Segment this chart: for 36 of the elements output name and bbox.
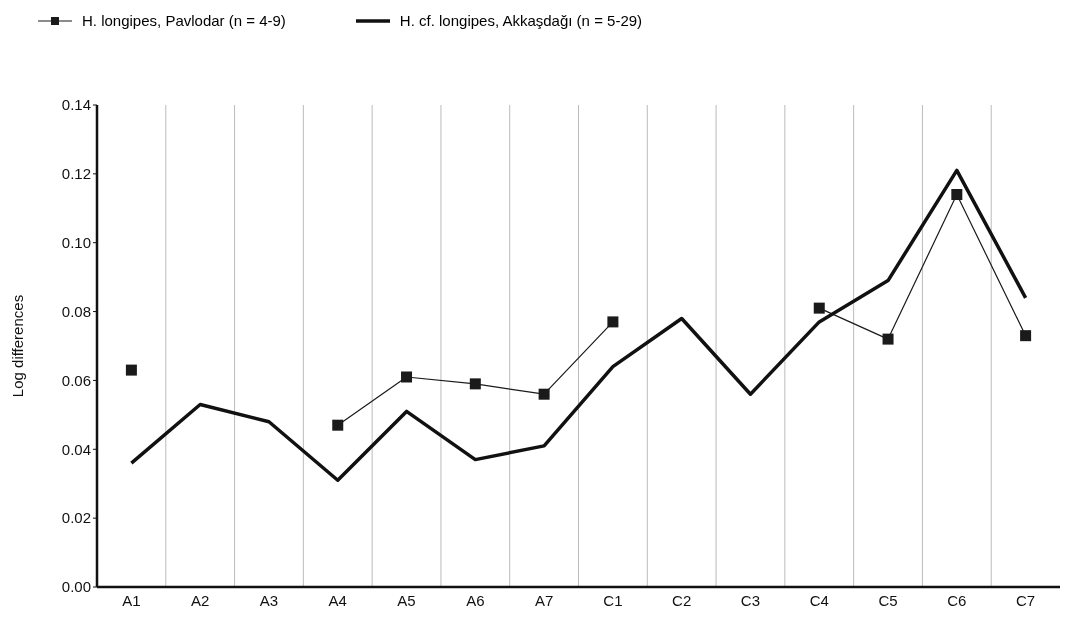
x-tick-label: A7 — [534, 591, 554, 609]
point — [607, 316, 619, 328]
y-tick-label: 0.06 — [61, 371, 91, 389]
y-tick-label: 0.10 — [61, 234, 91, 252]
y-tick-label: 0.12 — [61, 165, 91, 183]
point — [125, 364, 137, 376]
x-tick-label: C4 — [809, 591, 829, 609]
x-tick-label: C7 — [1016, 591, 1036, 609]
point — [401, 371, 413, 383]
x-tick-label: C1 — [603, 591, 623, 609]
x-tick-label: C2 — [672, 591, 692, 609]
y-tick-label: 0.00 — [61, 578, 91, 596]
point — [951, 189, 963, 201]
x-tick-label: A5 — [397, 591, 416, 609]
point — [813, 302, 825, 314]
x-tick-label: A6 — [466, 591, 485, 609]
point — [882, 333, 894, 345]
x-tick-label: C3 — [740, 591, 761, 609]
point — [1020, 330, 1032, 342]
y-axis-title: Log differences — [9, 294, 27, 398]
x-tick-label: C6 — [947, 591, 967, 609]
y-tick-label: 0.04 — [61, 440, 91, 458]
x-tick-label: A3 — [259, 591, 279, 609]
y-tick-label: 0.14 — [61, 96, 91, 114]
x-tick-label: A2 — [191, 591, 210, 609]
legend-label: H. longipes, Pavlodar (n = 4-9) — [82, 12, 286, 29]
y-tick-label: 0.08 — [61, 302, 91, 320]
point — [332, 419, 344, 431]
y-tick-label: 0.02 — [61, 509, 91, 527]
point — [538, 388, 550, 400]
legend-label: H. cf. longipes, Akkaşdağı (n = 5-29) — [399, 12, 643, 29]
x-tick-label: A1 — [122, 591, 141, 609]
x-tick-label: A4 — [328, 591, 347, 609]
x-tick-label: C5 — [878, 591, 898, 609]
line-series — [129, 168, 1028, 483]
point — [469, 378, 481, 390]
